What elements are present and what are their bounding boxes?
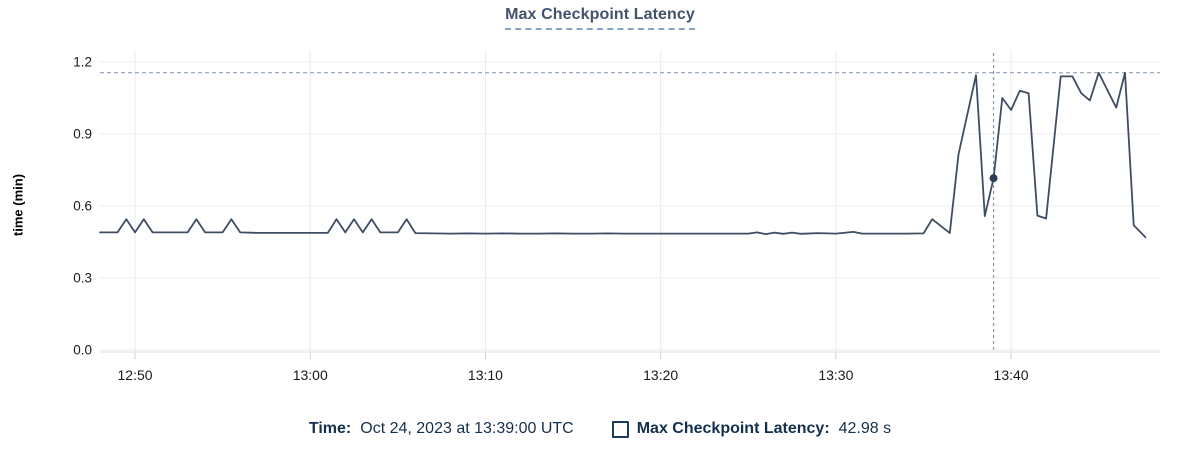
y-tick-label: 0.3: [73, 271, 92, 286]
x-tick-label: 13:30: [818, 367, 853, 383]
x-tick-label: 13:40: [994, 367, 1029, 383]
series-value: 42.98 s: [838, 420, 892, 437]
x-tick-label: 13:00: [293, 367, 328, 383]
y-tick-label: 0.6: [73, 199, 92, 214]
chart-title-link[interactable]: Max Checkpoint Latency: [505, 6, 695, 30]
series-line-max-checkpoint-latency[interactable]: [99, 71, 1147, 239]
y-tick-label: 0.9: [73, 127, 92, 142]
time-label: Time:: [308, 420, 352, 437]
x-tick-label: 13:20: [643, 367, 678, 383]
y-tick-label: 0.0: [73, 343, 92, 358]
series-checkbox-icon[interactable]: [611, 420, 629, 438]
hover-legend: Time: Oct 24, 2023 at 13:39:00 UTC Max C…: [0, 416, 1200, 442]
time-value: Oct 24, 2023 at 13:39:00 UTC: [360, 420, 574, 437]
hovered-point-dot[interactable]: [989, 174, 998, 183]
chart-header: Max Checkpoint Latency: [0, 6, 1200, 30]
x-tick-label: 13:10: [468, 367, 503, 383]
x-tick-label: 12:50: [118, 367, 153, 383]
y-tick-label: 1.2: [73, 55, 92, 70]
series-label[interactable]: Max Checkpoint Latency:: [636, 420, 830, 437]
chart-plot-area[interactable]: 0.0 0.3 0.6 0.9 1.2 12:50 13:00 13:10 13:20 13:30…: [0, 0, 1200, 400]
